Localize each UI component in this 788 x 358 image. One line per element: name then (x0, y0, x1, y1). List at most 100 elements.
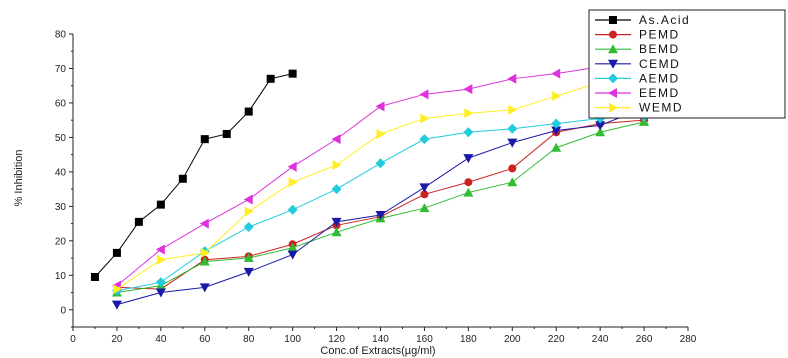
x-tick-label: 180 (460, 334, 477, 345)
x-tick-label: 220 (548, 334, 565, 345)
x-tick-label: 260 (636, 334, 653, 345)
data-point (199, 283, 210, 293)
data-point (243, 194, 253, 205)
x-tick-label: 80 (243, 334, 255, 345)
legend-entry: AEMD (595, 71, 680, 85)
data-point (287, 204, 298, 215)
data-point (464, 108, 474, 119)
data-point (551, 142, 562, 152)
x-tick-label: 60 (199, 334, 211, 345)
data-point (287, 242, 298, 252)
data-point (243, 222, 254, 233)
data-point (155, 288, 166, 298)
y-tick-label: 20 (55, 236, 67, 247)
data-point (287, 250, 298, 260)
data-point (419, 203, 430, 213)
data-point (156, 200, 165, 209)
data-point (155, 244, 165, 255)
x-tick-label: 100 (284, 334, 301, 345)
data-point (244, 206, 254, 217)
data-point (331, 217, 342, 227)
x-tick-label: 160 (416, 334, 433, 345)
y-tick-label: 80 (55, 30, 67, 41)
legend-entry: BEMD (595, 42, 680, 56)
legend-entry: EEMD (595, 86, 678, 100)
data-point (200, 135, 209, 144)
data-point (420, 113, 430, 124)
legend-marker (609, 102, 618, 113)
data-point (507, 177, 518, 187)
data-point (551, 126, 562, 136)
legend-label: BEMD (639, 42, 680, 56)
series-line (116, 107, 645, 306)
x-axis-label: Conc.of Extracts(µg/ml) (320, 345, 435, 357)
data-point (112, 284, 122, 295)
data-point (463, 187, 474, 197)
x-tick-label: 120 (328, 334, 345, 345)
series-pemd (112, 116, 649, 294)
data-point (331, 184, 342, 195)
y-tick-label: 30 (55, 202, 67, 213)
data-point (376, 128, 386, 139)
legend-entry: WEMD (595, 101, 683, 115)
data-point (288, 177, 298, 188)
legend-label: AEMD (639, 71, 680, 85)
legend-marker (609, 16, 617, 24)
data-point (200, 247, 210, 258)
data-point (507, 138, 518, 148)
data-point (552, 91, 562, 102)
x-tick-label: 240 (592, 334, 609, 345)
data-point (90, 273, 99, 282)
x-tick-label: 200 (504, 334, 521, 345)
data-point (463, 127, 474, 138)
legend-entry: PEMD (595, 28, 680, 42)
data-point (463, 84, 473, 95)
y-axis-label: % Inhibition (13, 150, 25, 207)
data-point (156, 254, 166, 265)
data-point (508, 104, 518, 115)
x-tick-label: 0 (70, 334, 76, 345)
x-tick-label: 280 (680, 334, 697, 345)
data-point (595, 121, 606, 131)
y-tick-label: 60 (55, 98, 67, 109)
legend-marker (608, 44, 618, 54)
legend-marker (609, 30, 617, 39)
data-point (243, 267, 254, 277)
data-point (111, 300, 122, 310)
x-tick-label: 20 (111, 334, 123, 345)
legend-marker (608, 73, 618, 84)
data-point (244, 107, 253, 116)
data-point (155, 277, 166, 288)
series-line (116, 119, 645, 290)
axes: 0 20 40 60 80 100 120 140 160 180 200 220 240 260 280 0… (55, 30, 697, 346)
data-point (332, 159, 342, 170)
data-point (551, 68, 561, 79)
data-point (419, 134, 430, 145)
legend-entry: CEMD (595, 57, 679, 71)
y-tick-label: 40 (55, 167, 67, 178)
x-tick-label: 40 (155, 334, 167, 345)
data-point (419, 89, 429, 100)
data-point (507, 73, 517, 84)
data-point (595, 127, 606, 137)
data-point (199, 256, 210, 266)
series-line (116, 121, 645, 294)
legend-marker (608, 88, 617, 98)
legend-marker (608, 59, 618, 69)
data-point (464, 178, 473, 187)
data-point (508, 164, 517, 173)
data-point (288, 69, 297, 78)
data-point (375, 210, 386, 220)
x-tick-label: 140 (372, 334, 389, 345)
legend-label: As.Acid (639, 13, 690, 27)
data-point (112, 248, 121, 257)
y-tick-label: 0 (60, 305, 66, 316)
data-point (463, 154, 474, 164)
legend-label: PEMD (639, 28, 680, 42)
data-point (287, 161, 297, 172)
series-asacid (90, 69, 297, 282)
y-tick-label: 10 (55, 271, 67, 282)
legend-label: WEMD (639, 101, 683, 115)
